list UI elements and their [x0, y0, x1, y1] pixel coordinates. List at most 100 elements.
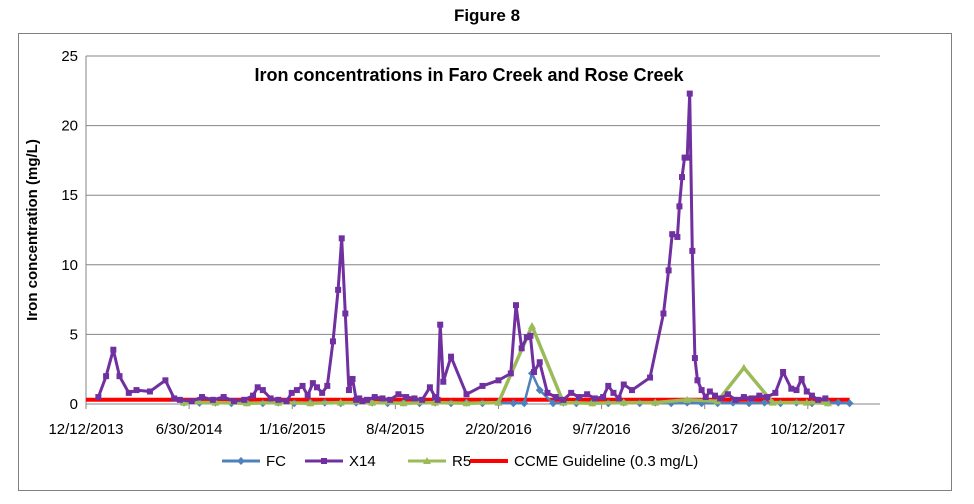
legend-item: FC	[222, 453, 286, 470]
data-point	[509, 399, 518, 408]
data-point	[267, 395, 274, 402]
data-point	[237, 457, 245, 465]
series-x14	[95, 90, 829, 405]
data-point	[822, 395, 829, 402]
data-point	[299, 382, 306, 389]
data-point	[619, 398, 628, 406]
legend-label: FC	[266, 453, 286, 470]
data-point	[371, 394, 378, 401]
data-point	[584, 391, 591, 398]
y-tick-label: 0	[70, 396, 78, 413]
data-point	[724, 391, 731, 398]
data-point	[259, 387, 266, 394]
data-point	[523, 334, 530, 341]
data-point	[220, 394, 227, 401]
legend-item: R5	[408, 453, 471, 470]
data-point	[803, 388, 810, 395]
y-tick-label: 25	[61, 48, 78, 65]
legend-label: CCME Guideline (0.3 mg/L)	[514, 453, 698, 470]
data-point	[512, 302, 519, 309]
data-point	[834, 398, 843, 407]
data-point	[756, 392, 763, 399]
data-point	[479, 382, 486, 389]
y-tick-label: 20	[61, 118, 78, 135]
data-point	[399, 399, 408, 407]
data-point	[527, 322, 536, 330]
x-tick-label: 1/16/2015	[259, 421, 326, 438]
data-point	[329, 338, 336, 345]
y-tick-label: 5	[70, 326, 78, 343]
data-point	[793, 387, 800, 394]
data-point	[349, 375, 356, 382]
data-point	[679, 174, 686, 181]
data-point	[176, 396, 183, 403]
data-point	[531, 368, 538, 375]
data-point	[313, 384, 320, 391]
data-point	[560, 396, 567, 403]
data-point	[419, 396, 426, 403]
data-point	[665, 267, 672, 274]
data-point	[507, 370, 514, 377]
data-point	[356, 395, 363, 402]
data-point	[250, 392, 257, 399]
legend: FC X14 R5 CCME Guideline (0.3 mg/L)	[222, 453, 698, 470]
data-point	[764, 394, 771, 401]
data-point	[683, 395, 692, 403]
data-point	[686, 90, 693, 97]
data-point	[304, 392, 311, 399]
data-point	[798, 375, 805, 382]
data-point	[717, 395, 724, 402]
data-point	[133, 387, 140, 394]
data-point	[760, 398, 769, 407]
data-point	[808, 392, 815, 399]
x-tick-label: 3/26/2017	[671, 421, 738, 438]
chart-title: Iron concentrations in Faro Creek and Ro…	[254, 65, 684, 85]
series-line	[96, 92, 826, 403]
data-point	[319, 389, 326, 396]
data-point	[283, 398, 290, 405]
data-point	[544, 389, 551, 396]
data-point	[527, 332, 534, 339]
data-point	[254, 384, 261, 391]
data-point	[605, 382, 612, 389]
data-point	[768, 398, 777, 406]
data-point	[336, 398, 345, 406]
data-point	[568, 389, 575, 396]
data-point	[712, 392, 719, 399]
data-point	[110, 346, 117, 353]
data-point	[706, 388, 713, 395]
data-point	[179, 398, 188, 406]
data-point	[520, 399, 529, 408]
data-point	[518, 345, 525, 352]
data-point	[241, 396, 248, 403]
data-point	[230, 398, 237, 405]
x-tick-label: 2/20/2016	[465, 421, 532, 438]
data-point	[629, 387, 636, 394]
data-point	[448, 353, 455, 360]
data-point	[309, 380, 316, 387]
y-tick-label: 15	[61, 187, 78, 204]
data-point	[802, 398, 811, 406]
data-point	[772, 389, 779, 396]
data-point	[342, 310, 349, 317]
data-point	[732, 396, 739, 403]
legend-label: X14	[349, 453, 376, 470]
data-point	[387, 396, 394, 403]
chart-frame	[18, 33, 952, 491]
data-point	[462, 399, 471, 407]
data-point	[552, 394, 559, 401]
data-point	[845, 399, 854, 408]
data-point	[345, 387, 352, 394]
data-point	[495, 377, 502, 384]
tick-labels: 0 5 10 15 20 25 12/12/2013 6/30/2014 1/16/2015 8/…	[48, 48, 845, 438]
data-point	[403, 394, 410, 401]
data-point	[125, 389, 132, 396]
x-tick-label: 12/12/2013	[48, 421, 123, 438]
data-point	[739, 363, 748, 371]
legend-label: R5	[452, 453, 471, 470]
data-point	[171, 395, 178, 402]
data-point	[162, 377, 169, 384]
gridlines	[86, 55, 880, 335]
data-point	[615, 395, 622, 402]
